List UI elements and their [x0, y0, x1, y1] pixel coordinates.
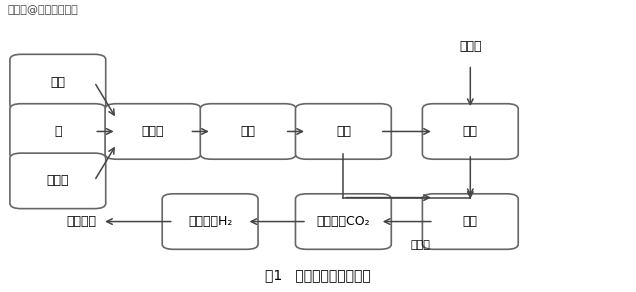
FancyBboxPatch shape	[422, 104, 518, 159]
Text: 弛放气: 弛放气	[411, 240, 431, 251]
Text: 变压吸附CO₂: 变压吸附CO₂	[317, 215, 370, 228]
Text: 压缩: 压缩	[336, 125, 351, 138]
Text: 产品氢气: 产品氢气	[66, 215, 96, 228]
FancyBboxPatch shape	[200, 104, 296, 159]
Text: 搜狐号@四川蜀泰化工: 搜狐号@四川蜀泰化工	[7, 5, 78, 15]
FancyBboxPatch shape	[162, 194, 258, 249]
Text: 煤造气: 煤造气	[142, 125, 164, 138]
FancyBboxPatch shape	[105, 104, 201, 159]
Text: 变压吸附H₂: 变压吸附H₂	[188, 215, 232, 228]
FancyBboxPatch shape	[10, 153, 106, 208]
FancyBboxPatch shape	[296, 194, 391, 249]
Text: 煤: 煤	[54, 125, 62, 138]
Text: 净化: 净化	[240, 125, 256, 138]
Text: 水蒸气: 水蒸气	[46, 174, 69, 187]
FancyBboxPatch shape	[422, 194, 518, 249]
Text: 空气: 空气	[50, 76, 66, 88]
FancyBboxPatch shape	[10, 104, 106, 159]
FancyBboxPatch shape	[10, 54, 106, 110]
FancyBboxPatch shape	[296, 104, 391, 159]
Text: 图1   典型煤制氢工艺流程: 图1 典型煤制氢工艺流程	[265, 269, 371, 283]
Text: 干燥: 干燥	[463, 215, 478, 228]
Text: 水蒸气: 水蒸气	[459, 40, 481, 53]
Text: 变换: 变换	[463, 125, 478, 138]
